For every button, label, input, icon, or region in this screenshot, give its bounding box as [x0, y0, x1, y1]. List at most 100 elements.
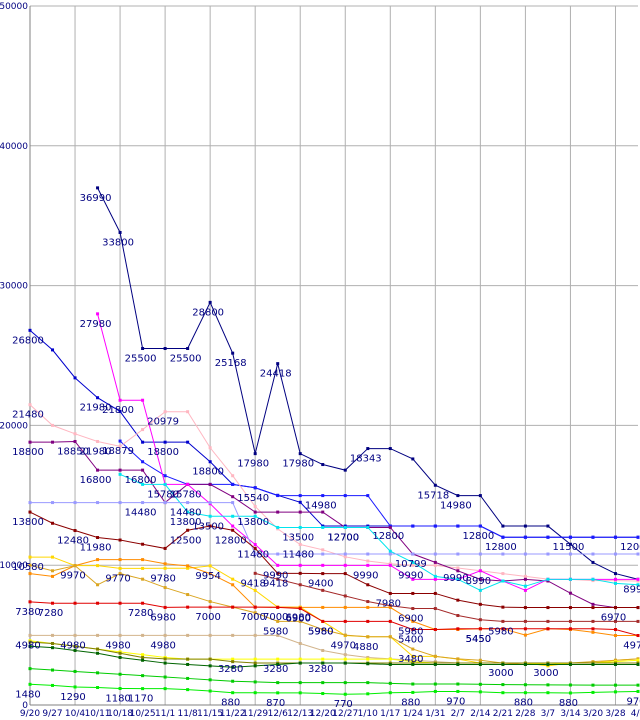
data-point: [186, 593, 190, 597]
data-point: [51, 555, 55, 559]
data-point: [366, 447, 370, 451]
data-point: [456, 598, 460, 602]
y-axis-tick-label: 0: [22, 701, 28, 711]
data-point-label: 5980: [398, 626, 423, 637]
series-purple-dark: [28, 439, 640, 610]
data-point: [186, 528, 190, 532]
data-point: [141, 482, 145, 486]
data-point-label: 13800: [237, 517, 269, 528]
data-point: [366, 655, 370, 659]
data-point: [321, 628, 325, 632]
data-point-label: 7000: [240, 612, 265, 623]
data-point: [208, 446, 212, 450]
data-point: [321, 661, 325, 665]
data-point: [163, 482, 167, 486]
data-point-label: 6900: [285, 614, 310, 625]
data-point: [208, 678, 212, 682]
data-point: [141, 687, 145, 691]
data-point: [343, 555, 347, 559]
data-point: [231, 524, 235, 528]
data-point: [298, 525, 302, 529]
data-point: [141, 577, 145, 581]
data-point-label: 18800: [147, 447, 179, 458]
data-point: [411, 457, 415, 461]
data-point: [411, 560, 415, 564]
data-point: [591, 535, 595, 539]
data-point: [433, 662, 437, 666]
data-point: [613, 690, 617, 694]
data-point: [613, 634, 617, 638]
x-axis-tick-label: 12/20: [310, 709, 336, 719]
data-point: [28, 563, 32, 567]
data-point-label: 12800: [215, 535, 247, 546]
data-point: [186, 688, 190, 692]
data-point-label: 11500: [553, 542, 585, 553]
data-point: [141, 601, 145, 605]
series-red: [28, 600, 640, 638]
data-point: [96, 186, 100, 190]
data-point-label: 870: [266, 698, 285, 709]
data-point-label: 9954: [195, 571, 220, 582]
data-point: [231, 577, 235, 581]
data-point: [276, 662, 280, 666]
data-point: [388, 549, 392, 553]
data-point: [523, 535, 527, 539]
data-point: [298, 571, 302, 575]
data-point-label: 9990: [398, 570, 423, 581]
y-axis-tick-label: 30000: [0, 282, 28, 292]
data-point-label: 25500: [125, 354, 157, 365]
series-line: [29, 640, 639, 665]
data-point: [253, 588, 257, 592]
data-point-label: 27980: [80, 319, 112, 330]
data-point: [51, 574, 55, 578]
data-point: [208, 664, 212, 668]
data-point: [411, 662, 415, 666]
x-axis-tick-label: 1/24: [403, 709, 423, 719]
data-point: [253, 657, 257, 661]
data-point: [253, 664, 257, 668]
data-point: [96, 312, 100, 316]
data-point: [321, 548, 325, 552]
x-axis-tick-label: 2/7: [451, 709, 465, 719]
y-axis-tick-label: 10000: [0, 561, 28, 571]
data-point: [388, 447, 392, 451]
data-point: [253, 504, 257, 508]
data-point-label: 21480: [12, 410, 44, 421]
data-point-label: 16800: [125, 475, 157, 486]
data-point: [366, 662, 370, 666]
data-point: [366, 657, 370, 661]
data-point-label: 20979: [147, 417, 179, 428]
data-point: [118, 655, 122, 659]
data-point: [613, 628, 617, 632]
data-point: [501, 572, 505, 576]
data-point: [96, 439, 100, 443]
data-point: [253, 546, 257, 550]
data-point: [73, 529, 77, 533]
x-axis-tick-label: 4/4: [631, 709, 640, 719]
data-point: [546, 627, 550, 631]
data-point: [636, 606, 640, 610]
data-point-label: 12700: [327, 532, 359, 543]
data-point: [231, 474, 235, 478]
data-point: [456, 689, 460, 693]
data-point: [28, 328, 32, 332]
data-point: [28, 572, 32, 576]
data-point: [73, 601, 77, 605]
data-point: [411, 563, 415, 567]
data-point: [118, 501, 122, 505]
data-point-label: 11480: [282, 550, 314, 561]
data-point: [186, 564, 190, 568]
data-point-label: 1480: [15, 689, 40, 700]
data-point-label: 9770: [105, 573, 130, 584]
data-point: [208, 300, 212, 304]
data-point-label: 880: [514, 698, 533, 709]
data-point: [51, 668, 55, 672]
data-point: [163, 675, 167, 679]
data-point-label: 18343: [350, 454, 382, 465]
data-point: [231, 660, 235, 664]
data-point: [546, 662, 550, 666]
data-point: [276, 681, 280, 685]
data-point-label: 12000: [620, 542, 640, 553]
series-green: [28, 667, 640, 687]
data-point: [141, 468, 145, 472]
